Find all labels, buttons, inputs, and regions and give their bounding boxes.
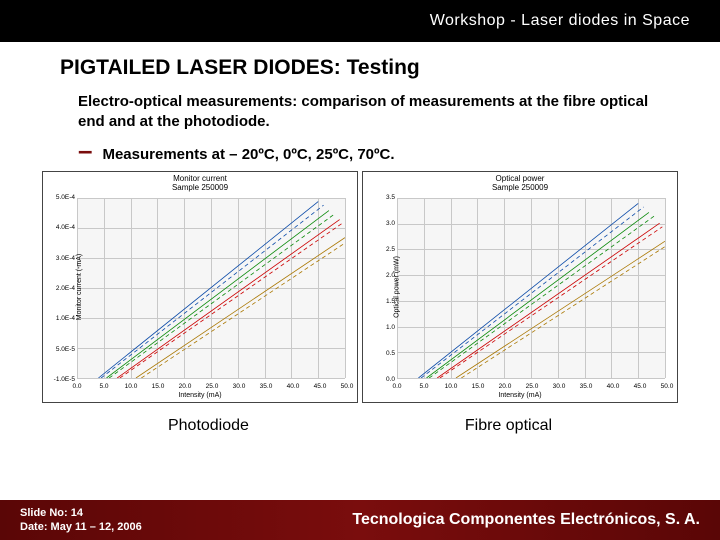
ytick: 0.0 bbox=[373, 376, 395, 383]
x-axis-label: Intensity (mA) bbox=[178, 392, 221, 399]
footer-left: Slide No: 14 Date: May 11 – 12, 2006 bbox=[20, 506, 142, 535]
xtick: 45.0 bbox=[314, 383, 327, 390]
xtick: 50.0 bbox=[341, 383, 354, 390]
slide-title: PIGTAILED LASER DIODES: Testing bbox=[0, 42, 720, 88]
ytick: 3.0E-4 bbox=[53, 255, 75, 262]
plot-area bbox=[77, 198, 345, 378]
xtick: 15.0 bbox=[152, 383, 165, 390]
series-line bbox=[456, 241, 665, 378]
workshop-title: Workshop - Laser diodes in Space bbox=[430, 12, 690, 30]
charts-container: Monitor currentSample 250009 -1.0E-5 5.0E-… bbox=[0, 169, 720, 403]
xtick: 0.0 bbox=[392, 383, 401, 390]
series-line bbox=[429, 216, 654, 378]
xtick: 40.0 bbox=[607, 383, 620, 390]
xtick: 10.0 bbox=[125, 383, 138, 390]
label-photodiode: Photodiode bbox=[168, 417, 249, 435]
footer-company: Tecnologica Componentes Electrónicos, S.… bbox=[352, 511, 700, 529]
xtick: 0.0 bbox=[72, 383, 81, 390]
xtick: 10.0 bbox=[445, 383, 458, 390]
ytick: 3.0 bbox=[373, 220, 395, 227]
ytick: 0.5 bbox=[373, 350, 395, 357]
xtick: 25.0 bbox=[206, 383, 219, 390]
xtick: 30.0 bbox=[553, 383, 566, 390]
ytick: 4.0E-4 bbox=[53, 224, 75, 231]
chart-title: Optical powerSample 250009 bbox=[363, 175, 677, 193]
series-line bbox=[109, 214, 334, 378]
xtick: 20.0 bbox=[499, 383, 512, 390]
series-line bbox=[141, 243, 345, 378]
y-axis-label: Optical power (mW) bbox=[393, 256, 400, 318]
series-line bbox=[418, 203, 638, 378]
footer-bar: Slide No: 14 Date: May 11 – 12, 2006 Tec… bbox=[0, 500, 720, 540]
header-bar: Workshop - Laser diodes in Space bbox=[0, 0, 720, 42]
ytick: 1.0 bbox=[373, 324, 395, 331]
y-axis-label: Monitor current (-mA) bbox=[76, 254, 83, 321]
xtick: 5.0 bbox=[419, 383, 428, 390]
chart-labels-row: Photodiode Fibre optical bbox=[0, 403, 720, 435]
xtick: 45.0 bbox=[634, 383, 647, 390]
ytick: 3.5 bbox=[373, 194, 395, 201]
gridline-v bbox=[665, 198, 666, 378]
series-line bbox=[101, 205, 323, 378]
series-line bbox=[440, 227, 662, 378]
series-line bbox=[426, 212, 648, 378]
series-line bbox=[106, 211, 328, 378]
bullet-dash: – bbox=[78, 137, 92, 163]
xtick: 35.0 bbox=[260, 383, 273, 390]
gridline-h bbox=[77, 378, 345, 379]
slide-number: Slide No: 14 bbox=[20, 506, 142, 520]
xtick: 40.0 bbox=[287, 383, 300, 390]
series-line bbox=[120, 223, 342, 378]
ytick: 5.0E-4 bbox=[53, 194, 75, 201]
series-line bbox=[117, 220, 339, 378]
series-line bbox=[461, 247, 665, 378]
series-line bbox=[437, 223, 659, 378]
chart-title: Monitor currentSample 250009 bbox=[43, 175, 357, 193]
series-svg bbox=[397, 198, 665, 378]
bullet-text: Measurements at – 20ºC, 0ºC, 25ºC, 70ºC. bbox=[102, 146, 394, 163]
xtick: 50.0 bbox=[661, 383, 674, 390]
series-line bbox=[98, 202, 318, 378]
xtick: 35.0 bbox=[580, 383, 593, 390]
ytick: 2.0 bbox=[373, 272, 395, 279]
ytick: 5.0E-5 bbox=[53, 346, 75, 353]
ytick: 2.0E-4 bbox=[53, 285, 75, 292]
xtick: 30.0 bbox=[233, 383, 246, 390]
chart-right: Optical powerSample 250009 0.0 0.5 1.0 1.5 2.… bbox=[362, 171, 678, 403]
xtick: 5.0 bbox=[99, 383, 108, 390]
bullet-row: – Measurements at – 20ºC, 0ºC, 25ºC, 70º… bbox=[0, 133, 720, 169]
series-svg bbox=[77, 198, 345, 378]
xtick: 20.0 bbox=[179, 383, 192, 390]
x-axis-label: Intensity (mA) bbox=[498, 392, 541, 399]
series-line bbox=[136, 238, 345, 378]
xtick: 15.0 bbox=[472, 383, 485, 390]
plot-area bbox=[397, 198, 665, 378]
ytick: 2.5 bbox=[373, 246, 395, 253]
label-fibre-optical: Fibre optical bbox=[465, 417, 552, 435]
chart-left: Monitor currentSample 250009 -1.0E-5 5.0E-… bbox=[42, 171, 358, 403]
ytick: 1.0E-4 bbox=[53, 315, 75, 322]
xtick: 25.0 bbox=[526, 383, 539, 390]
gridline-h bbox=[397, 378, 665, 379]
ytick: 1.5 bbox=[373, 298, 395, 305]
series-line bbox=[421, 207, 643, 378]
slide-date: Date: May 11 – 12, 2006 bbox=[20, 520, 142, 534]
ytick: -1.0E-5 bbox=[53, 376, 75, 383]
slide-subtitle: Electro-optical measurements: comparison… bbox=[0, 88, 720, 133]
gridline-v bbox=[345, 198, 346, 378]
